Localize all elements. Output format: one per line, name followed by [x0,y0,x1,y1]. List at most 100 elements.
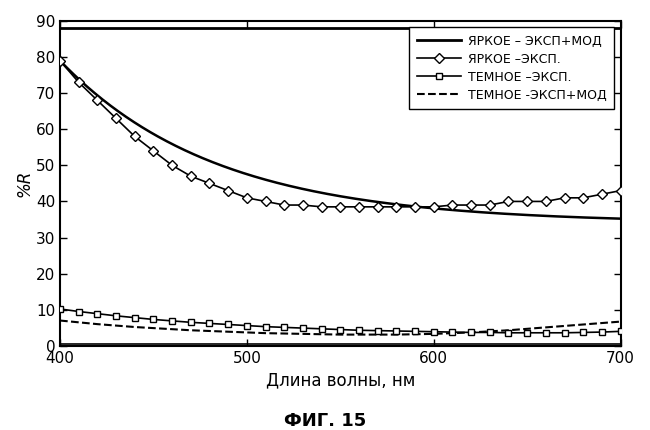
ТЕМНОЕ -ЭКСП+МОД [150,326,157,331]
ЯРКОЕ –ЭКСП. [112,116,120,121]
ТЕМНОЕ -ЭКСП+МОД [243,330,251,335]
ЯРКОЕ –ЭКСП. [224,188,232,193]
ЯРКОЕ –ЭКСП. [523,199,531,204]
ТЕМНОЕ -ЭКСП+МОД [205,329,213,334]
ТЕМНОЕ -ЭКСП+МОД [542,325,550,330]
ЯРКОЕ –ЭКСП. [374,204,382,209]
ЯРКОЕ –ЭКСП. [598,192,606,197]
ЯРКОЕ –ЭКСП. [448,203,456,208]
ЯРКОЕ –ЭКСП. [318,204,326,209]
ТЕМНОЕ –ЭКСП. [560,330,568,335]
ЯРКОЕ –ЭКСП. [542,199,550,204]
ЯРКОЕ –ЭКСП. [504,199,512,204]
ЯРКОЕ –ЭКСП. [168,163,176,168]
ЯРКОЕ –ЭКСП. [262,199,270,204]
ТЕМНОЕ -ЭКСП+МОД [560,323,568,329]
ТЕМНОЕ -ЭКСП+МОД [355,332,363,337]
ТЕМНОЕ –ЭКСП. [56,307,64,312]
ТЕМНОЕ -ЭКСП+МОД [430,331,437,336]
ТЕМНОЕ –ЭКСП. [393,329,400,334]
ТЕМНОЕ -ЭКСП+МОД [299,331,307,336]
ТЕМНОЕ –ЭКСП. [617,329,625,334]
ТЕМНОЕ –ЭКСП. [131,315,138,320]
ТЕМНОЕ -ЭКСП+МОД [504,328,512,333]
ТЕМНОЕ –ЭКСП. [94,311,101,316]
ТЕМНОЕ -ЭКСП+МОД [112,323,120,328]
ЯРКОЕ –ЭКСП. [486,203,493,208]
ТЕМНОЕ –ЭКСП. [579,330,587,335]
ТЕМНОЕ –ЭКСП. [337,327,344,332]
ТЕМНОЕ -ЭКСП+МОД [467,330,475,335]
ТЕМНОЕ –ЭКСП. [504,330,512,335]
ТЕМНОЕ –ЭКСП. [318,326,326,332]
ТЕМНОЕ -ЭКСП+МОД [523,326,531,332]
ТЕМНОЕ -ЭКСП+МОД [187,328,195,333]
ЯРКОЕ –ЭКСП. [430,204,437,209]
ТЕМНОЕ –ЭКСП. [280,325,288,330]
ЯРКОЕ –ЭКСП. [560,195,568,200]
Line: ТЕМНОЕ -ЭКСП+МОД: ТЕМНОЕ -ЭКСП+МОД [60,320,621,335]
ТЕМНОЕ -ЭКСП+МОД [280,331,288,336]
ТЕМНОЕ –ЭКСП. [205,321,213,326]
ТЕМНОЕ -ЭКСП+МОД [262,331,270,336]
ЯРКОЕ –ЭКСП. [94,98,101,103]
Legend: ЯРКОЕ – ЭКСП+МОД, ЯРКОЕ –ЭКСП., ТЕМНОЕ –ЭКСП., ТЕМНОЕ -ЭКСП+МОД: ЯРКОЕ – ЭКСП+МОД, ЯРКОЕ –ЭКСП., ТЕМНОЕ –… [410,27,614,109]
ЯРКОЕ –ЭКСП. [355,204,363,209]
ТЕМНОЕ –ЭКСП. [542,330,550,335]
ТЕМНОЕ –ЭКСП. [224,322,232,327]
ЯРКОЕ –ЭКСП. [243,195,251,200]
ТЕМНОЕ -ЭКСП+МОД [131,325,138,330]
ЯРКОЕ –ЭКСП. [56,58,64,63]
Line: ТЕМНОЕ –ЭКСП.: ТЕМНОЕ –ЭКСП. [57,305,624,336]
Y-axis label: %R: %R [15,170,33,197]
ТЕМНОЕ –ЭКСП. [523,330,531,335]
ТЕМНОЕ -ЭКСП+МОД [94,322,101,327]
ТЕМНОЕ -ЭКСП+МОД [393,332,400,337]
ТЕМНОЕ -ЭКСП+МОД [56,318,64,323]
ТЕМНОЕ –ЭКСП. [75,309,83,314]
ТЕМНОЕ -ЭКСП+МОД [579,322,587,327]
ТЕМНОЕ –ЭКСП. [187,320,195,325]
ТЕМНОЕ –ЭКСП. [150,317,157,322]
ЯРКОЕ –ЭКСП. [280,203,288,208]
ТЕМНОЕ –ЭКСП. [598,329,606,335]
ЯРКОЕ –ЭКСП. [131,134,138,139]
ЯРКОЕ –ЭКСП. [205,181,213,186]
ТЕМНОЕ -ЭКСП+МОД [374,332,382,337]
ТЕМНОЕ –ЭКСП. [168,318,176,323]
ТЕМНОЕ –ЭКСП. [374,328,382,333]
ТЕМНОЕ -ЭКСП+МОД [337,332,344,337]
ТЕМНОЕ -ЭКСП+МОД [448,331,456,336]
ТЕМНОЕ –ЭКСП. [430,329,437,334]
ТЕМНОЕ -ЭКСП+МОД [75,320,83,325]
Line: ЯРКОЕ –ЭКСП.: ЯРКОЕ –ЭКСП. [57,57,624,210]
ТЕМНОЕ -ЭКСП+МОД [168,327,176,332]
ЯРКОЕ –ЭКСП. [75,80,83,85]
ТЕМНОЕ –ЭКСП. [299,326,307,331]
ТЕМНОЕ –ЭКСП. [243,323,251,328]
ТЕМНОЕ –ЭКСП. [112,313,120,318]
ТЕМНОЕ -ЭКСП+МОД [224,329,232,334]
ЯРКОЕ –ЭКСП. [617,188,625,193]
ТЕМНОЕ -ЭКСП+МОД [486,329,493,334]
ТЕМНОЕ -ЭКСП+МОД [318,332,326,337]
ТЕМНОЕ -ЭКСП+МОД [617,319,625,324]
ТЕМНОЕ –ЭКСП. [411,329,419,334]
ТЕМНОЕ –ЭКСП. [262,324,270,329]
ТЕМНОЕ -ЭКСП+МОД [598,320,606,326]
ТЕМНОЕ –ЭКСП. [448,329,456,335]
ЯРКОЕ –ЭКСП. [411,204,419,209]
ЯРКОЕ –ЭКСП. [467,203,475,208]
ЯРКОЕ –ЭКСП. [150,148,157,154]
ЯРКОЕ –ЭКСП. [299,203,307,208]
ТЕМНОЕ –ЭКСП. [486,330,493,335]
ТЕМНОЕ -ЭКСП+МОД [411,332,419,337]
ЯРКОЕ –ЭКСП. [187,174,195,179]
X-axis label: Длина волны, нм: Длина волны, нм [266,371,415,389]
ЯРКОЕ –ЭКСП. [337,204,344,209]
Text: ФИГ. 15: ФИГ. 15 [284,412,366,430]
ТЕМНОЕ –ЭКСП. [355,328,363,333]
ЯРКОЕ –ЭКСП. [579,195,587,200]
ЯРКОЕ –ЭКСП. [393,204,400,209]
ТЕМНОЕ –ЭКСП. [467,330,475,335]
